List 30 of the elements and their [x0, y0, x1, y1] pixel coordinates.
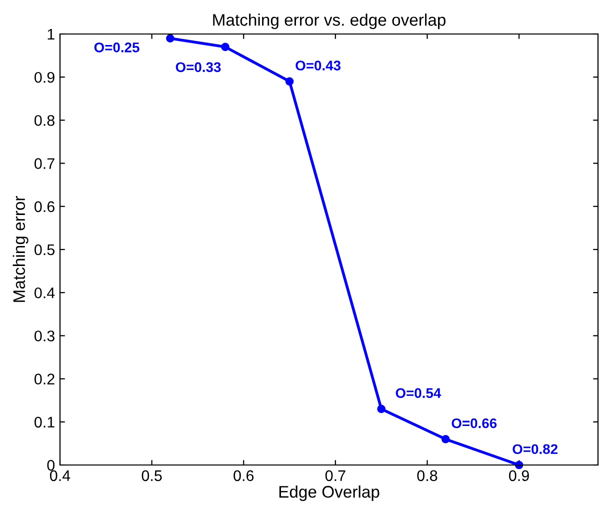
annotation: O=0.66 [452, 418, 497, 428]
x-tick-label: 0.5 [142, 470, 162, 482]
y-tick-label: 0.9 [34, 72, 54, 83]
x-tick-label: 0.9 [509, 470, 529, 482]
x-tick-label: 0.8 [417, 470, 438, 482]
y-tick-label: 1 [48, 29, 54, 40]
point [221, 42, 230, 52]
y-tick-label: 0.7 [34, 158, 54, 169]
annotation: O=0.82 [512, 444, 558, 454]
y-axis-title: Matching error [12, 196, 28, 302]
annotation: O=0.33 [176, 62, 221, 72]
x-tick-label: 0.7 [325, 470, 346, 482]
y-tick-label: 0.4 [34, 287, 55, 298]
point [285, 77, 294, 86]
annotation: O=0.54 [396, 388, 442, 398]
annotation: O=0.25 [94, 42, 140, 52]
y-tick-label: 0.5 [34, 244, 54, 256]
y-tick-label: 0.3 [34, 330, 54, 342]
y-tick-label: 0.6 [34, 201, 54, 212]
annotation: O=0.43 [296, 60, 341, 70]
point [377, 404, 386, 414]
y-tick-label: 0.2 [34, 374, 54, 384]
x-tick-label: 0.6 [234, 470, 254, 482]
y-tick-label: 0 [47, 460, 55, 471]
y-tick-label: 0.8 [34, 115, 54, 126]
chart-title: Matching error vs. edge overlap [213, 14, 446, 30]
y-tick-label: 0.1 [34, 416, 54, 428]
point [441, 434, 450, 444]
x-axis-title: Edge Overlap [279, 485, 380, 502]
point [166, 34, 174, 42]
